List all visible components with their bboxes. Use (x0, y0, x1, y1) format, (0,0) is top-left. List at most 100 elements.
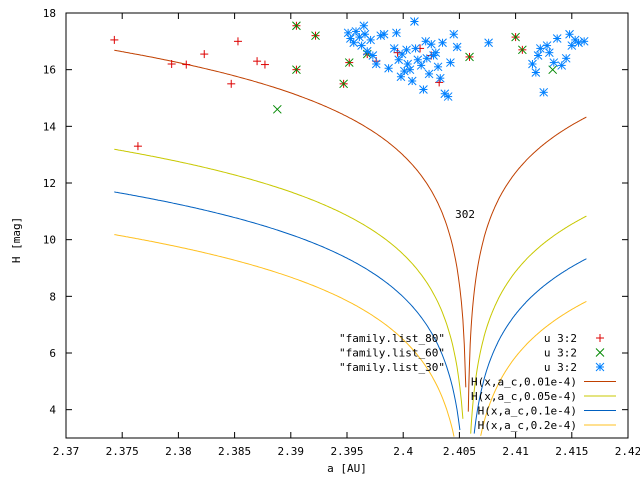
marker-stroke (549, 58, 559, 67)
y-axis-label: H [mag] (10, 217, 23, 263)
data-point (443, 92, 453, 101)
data-point (339, 79, 348, 89)
marker-stroke (531, 68, 541, 77)
x-axis-label: a [AU] (327, 462, 367, 475)
marker-stroke (557, 61, 567, 70)
data-point (371, 59, 381, 69)
data-point (435, 73, 445, 83)
data-point (452, 42, 462, 52)
data-point (292, 65, 301, 75)
marker-stroke (410, 17, 419, 26)
marker-stroke (272, 104, 282, 114)
marker-stroke (344, 58, 354, 67)
data-point (535, 44, 545, 53)
curve-right (470, 215, 587, 434)
data-point (407, 76, 417, 86)
marker-stroke (411, 44, 420, 53)
marker-stroke (419, 85, 428, 94)
data-point (511, 32, 520, 42)
data-point (548, 65, 558, 75)
x-tick-label: 2.39 (278, 445, 305, 458)
legend-marker (595, 348, 605, 357)
marker-stroke (421, 36, 431, 46)
data-point (405, 65, 415, 75)
marker-stroke (595, 348, 605, 357)
y-tick-label: 4 (49, 404, 56, 417)
marker-stroke (360, 29, 370, 39)
data-point (446, 58, 455, 67)
data-point (260, 60, 269, 69)
marker-stroke (533, 51, 543, 60)
marker-stroke (379, 29, 389, 39)
legend-label: H(x,a_c,0.05e-4) (471, 390, 577, 403)
marker-stroke (561, 53, 571, 63)
marker-stroke (368, 51, 378, 60)
marker-stroke (389, 44, 399, 53)
marker-stroke (362, 46, 372, 56)
legend-label: H(x,a_c,0.1e-4) (478, 405, 577, 418)
marker-stroke (449, 29, 459, 39)
marker-stroke (595, 362, 605, 372)
marker-stroke (392, 28, 401, 38)
marker-stroke (539, 87, 549, 97)
marker-stroke (357, 41, 366, 50)
legend-label: u 3:2 (544, 347, 577, 360)
x-tick-label: 2.395 (330, 445, 363, 458)
file-label: "family.list_80" (339, 332, 445, 345)
marker-stroke (416, 61, 426, 70)
data-point (539, 87, 549, 97)
data-point (368, 51, 378, 60)
data-point (426, 39, 436, 49)
marker-stroke (346, 34, 355, 43)
curve-left (114, 148, 464, 419)
legend-marker (595, 362, 605, 372)
data-point (561, 53, 571, 63)
x-tick-label: 2.42 (615, 445, 640, 458)
data-point (182, 60, 191, 69)
marker-stroke (396, 72, 406, 82)
marker-stroke (431, 48, 441, 58)
data-point (433, 62, 443, 72)
data-point (422, 53, 432, 63)
marker-stroke (311, 31, 320, 41)
legend-marker (596, 334, 604, 342)
marker-stroke (443, 92, 453, 101)
data-point (376, 31, 386, 41)
data-point (484, 38, 493, 48)
marker-stroke (405, 65, 415, 75)
curve-left (114, 191, 461, 431)
fit-curves (114, 49, 587, 437)
data-point (402, 45, 411, 55)
marker-stroke (517, 45, 527, 55)
y-tick-label: 18 (43, 7, 56, 20)
data-point (344, 58, 354, 67)
y-tick-label: 6 (49, 347, 56, 360)
x-tick-label: 2.37 (53, 445, 80, 458)
marker-stroke (292, 65, 301, 75)
marker-stroke (399, 66, 409, 76)
data-point (384, 63, 393, 73)
data-point (419, 85, 428, 94)
marker-stroke (359, 21, 369, 31)
file-label: "family.list_60" (339, 347, 445, 360)
marker-stroke (511, 32, 520, 42)
data-point (552, 34, 562, 43)
marker-stroke (402, 45, 411, 55)
data-point (416, 61, 426, 70)
marker-stroke (452, 42, 462, 52)
data-point (253, 57, 262, 66)
y-tick-label: 14 (43, 120, 57, 133)
data-point (362, 46, 372, 56)
y-tick-label: 16 (43, 64, 56, 77)
axis-ticks: 2.37 2.375 2.38 2.385 2.39 2.395 2.4 2.405 2.41 2… (43, 7, 640, 458)
x-tick-label: 2.4 (393, 445, 413, 458)
data-point (574, 38, 583, 48)
data-point (133, 142, 142, 151)
data-point (565, 29, 574, 39)
marker-stroke (438, 38, 447, 48)
x-tick-label: 2.375 (106, 445, 139, 458)
x-tick-label: 2.415 (555, 445, 588, 458)
data-point (394, 55, 404, 65)
marker-stroke (394, 55, 404, 65)
